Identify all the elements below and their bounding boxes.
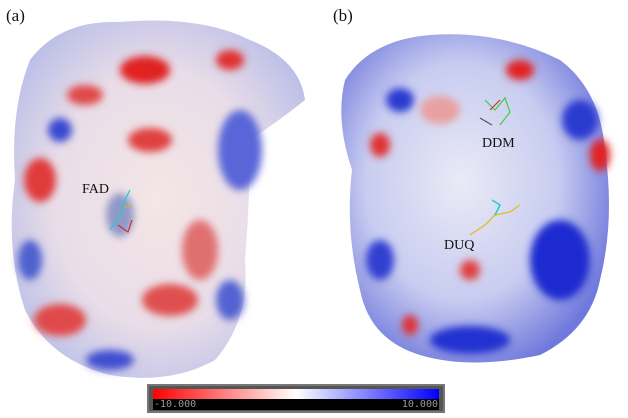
ligand-label-ddm: DDM (482, 136, 515, 151)
duq-ligand (469, 199, 521, 236)
ligand-label-fad: FAD (82, 182, 109, 197)
colorbar: -10.000 10.000 (147, 384, 445, 413)
colorbar-min-label: -10.000 (154, 399, 197, 410)
fad-ligand (109, 189, 133, 233)
colorbar-max-label: 10.000 (401, 399, 438, 410)
colorbar-gradient (153, 389, 439, 399)
surface-a (11, 20, 306, 378)
ddm-ligand (479, 96, 511, 126)
panel-label-a: (a) (6, 6, 25, 25)
ligand-label-duq: DUQ (444, 238, 475, 253)
surface-b (341, 34, 610, 363)
colorbar-labels: -10.000 10.000 (153, 399, 439, 410)
panel-label-b: (b) (333, 6, 353, 25)
